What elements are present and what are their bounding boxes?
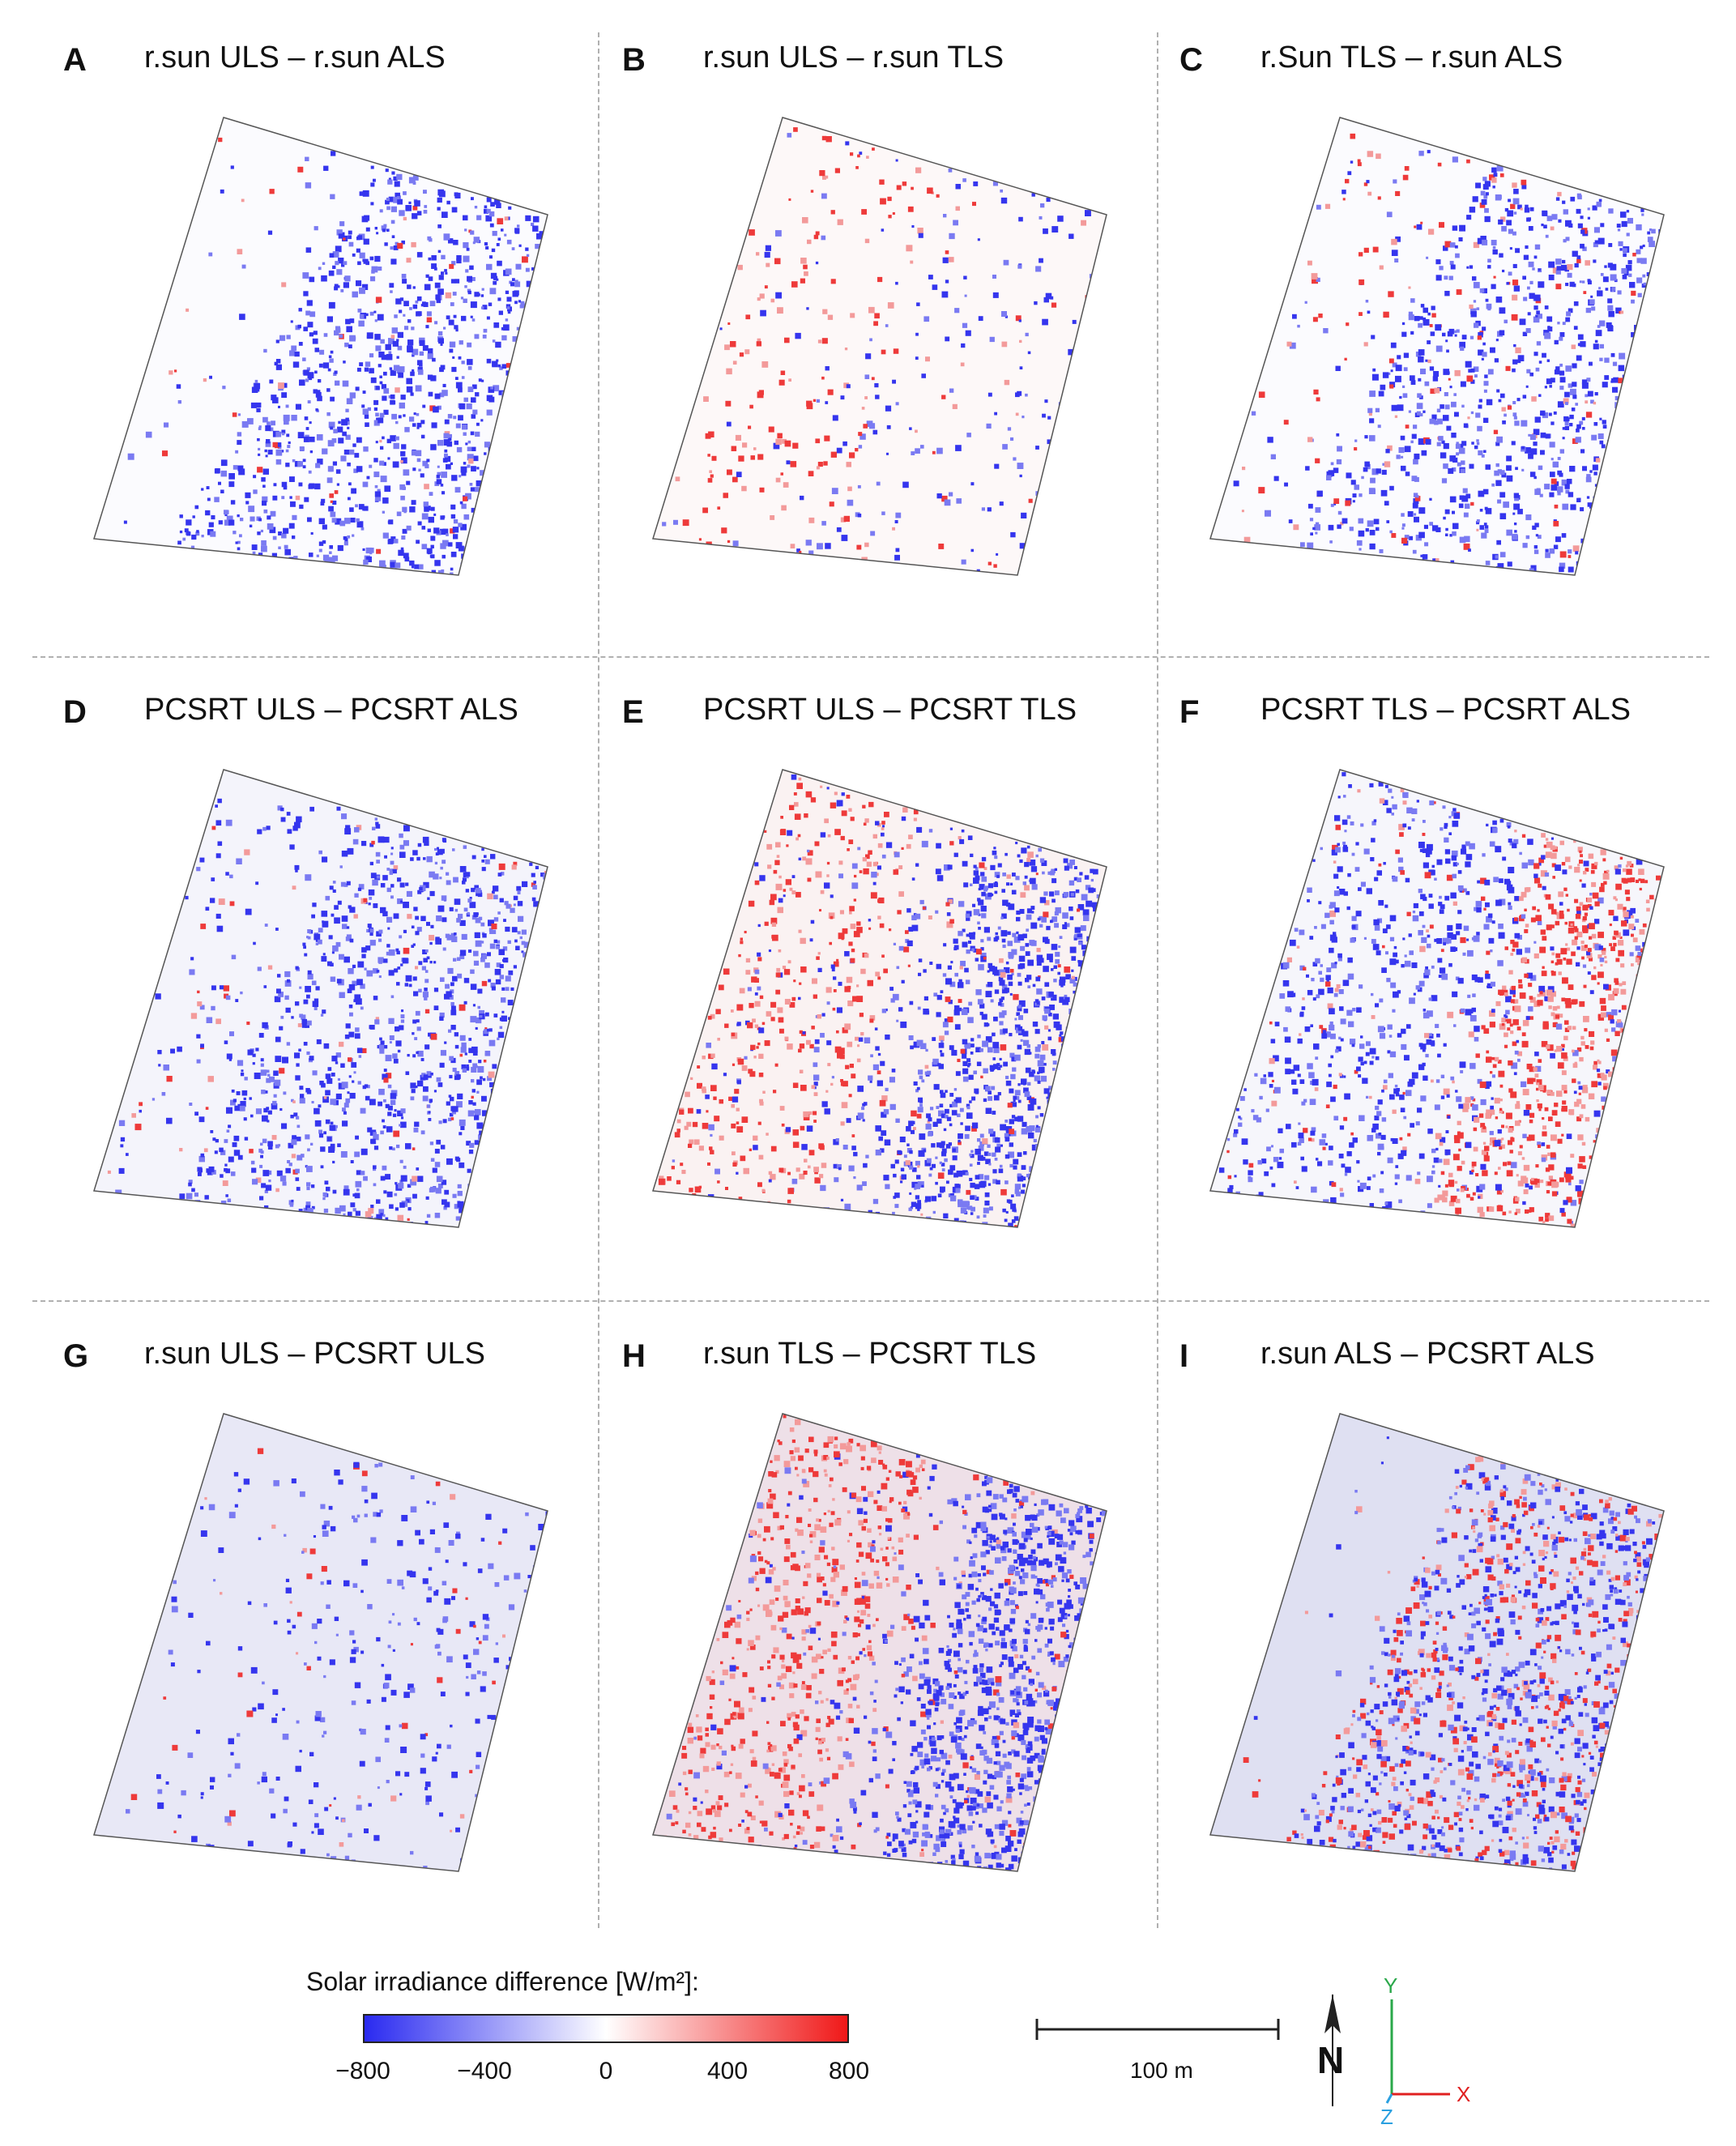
map-panel-a [93, 117, 548, 576]
column-divider-2 [1157, 32, 1158, 1928]
panel-title-c: r.Sun TLS – r.sun ALS [1260, 41, 1563, 75]
map-area [653, 117, 1107, 575]
panel-title-h: r.sun TLS – PCSRT TLS [703, 1337, 1037, 1371]
map-panel-e [652, 769, 1107, 1228]
panel-letter-a: A [63, 42, 87, 78]
map-outline [93, 117, 548, 576]
map-panel-i [1209, 1413, 1665, 1872]
panel-title-b: r.sun ULS – r.sun TLS [703, 41, 1004, 75]
map-outline [1209, 1413, 1665, 1872]
panel-title-a: r.sun ULS – r.sun ALS [144, 41, 446, 75]
panel-title-e: PCSRT ULS – PCSRT TLS [703, 693, 1077, 727]
panel-letter-h: H [622, 1338, 646, 1374]
axis-z-label: Z [1380, 2105, 1393, 2129]
map-outline [93, 769, 548, 1228]
panel-title-f: PCSRT TLS – PCSRT ALS [1260, 693, 1631, 727]
panel-letter-b: B [622, 42, 646, 78]
map-area [653, 770, 1107, 1227]
map-panel-c [1209, 117, 1665, 576]
map-outline [1209, 117, 1665, 576]
map-outline [1209, 769, 1665, 1228]
map-panel-g [93, 1413, 548, 1872]
panel-title-d: PCSRT ULS – PCSRT ALS [144, 693, 518, 727]
map-panel-d [93, 769, 548, 1228]
colorbar-tick-label: −400 [457, 2058, 512, 2084]
colorbar-tick-label: 0 [599, 2058, 613, 2084]
scale-bar-label: 100 m [1130, 2058, 1193, 2083]
panel-letter-f: F [1179, 694, 1200, 730]
map-panel-h [652, 1413, 1107, 1872]
map-outline [652, 117, 1107, 576]
map-area [653, 1414, 1107, 1871]
colorbar-tick-label: 400 [706, 2058, 749, 2084]
panel-letter-c: C [1179, 42, 1203, 78]
north-label: N [1317, 2039, 1345, 2081]
panel-title-i: r.sun ALS – PCSRT ALS [1260, 1337, 1595, 1371]
map-panel-f [1209, 769, 1665, 1228]
colorbar-tick-label: −800 [335, 2058, 390, 2084]
panel-title-g: r.sun ULS – PCSRT ULS [144, 1337, 486, 1371]
map-outline [93, 1413, 548, 1872]
axis-x-label: X [1457, 2082, 1471, 2106]
panel-letter-e: E [622, 694, 644, 730]
map-area [94, 117, 548, 575]
map-outline [652, 1413, 1107, 1872]
panel-letter-g: G [63, 1338, 89, 1374]
colorbar [363, 2014, 849, 2043]
map-area [1210, 1414, 1664, 1871]
row-divider-1 [32, 656, 1709, 658]
row-divider-2 [32, 1300, 1709, 1302]
panel-letter-i: I [1179, 1338, 1189, 1374]
colorbar-tick-label: 800 [828, 2058, 870, 2084]
map-area [94, 770, 548, 1227]
map-outline [652, 769, 1107, 1228]
legend-title: Solar irradiance difference [W/m²]: [306, 1967, 699, 1996]
column-divider-1 [598, 32, 599, 1928]
axis-y-label: Y [1384, 1973, 1398, 1998]
panel-letter-d: D [63, 694, 87, 730]
map-panel-b [652, 117, 1107, 576]
